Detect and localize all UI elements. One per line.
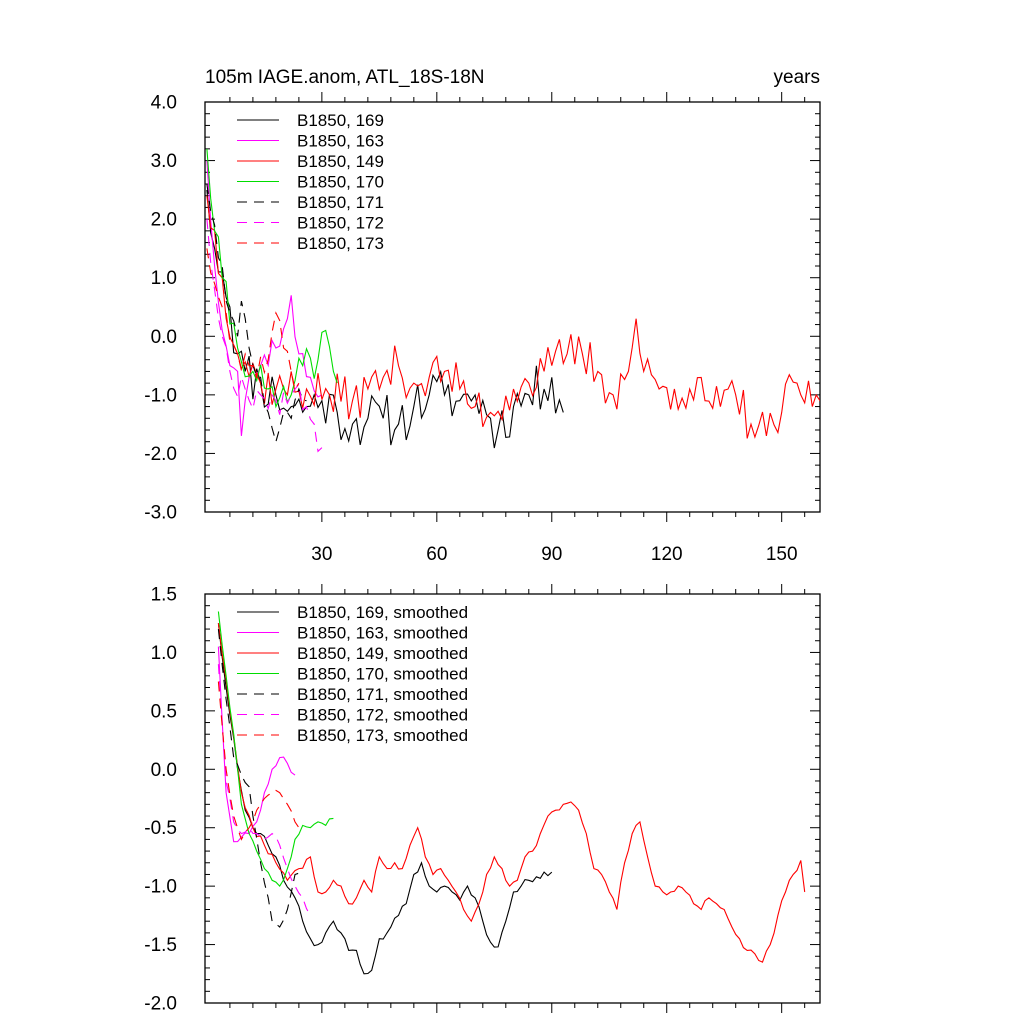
x-tick-label: 30 bbox=[311, 544, 332, 565]
y-tick-label: 3.0 bbox=[151, 151, 177, 172]
series-line-5 bbox=[217, 664, 311, 916]
series-line-6 bbox=[206, 248, 300, 392]
series-line-0 bbox=[217, 623, 553, 975]
y-tick-label: 2.0 bbox=[151, 210, 177, 231]
series-group bbox=[206, 148, 820, 453]
legend-label-2: B1850, 149 bbox=[297, 152, 384, 171]
y-tick-label: 0.0 bbox=[151, 327, 177, 348]
y-tick-label: 1.0 bbox=[151, 268, 177, 289]
series-line-4 bbox=[206, 183, 307, 444]
legend-label-0: B1850, 169 bbox=[297, 111, 384, 130]
legend-label-4: B1850, 171, smoothed bbox=[297, 685, 468, 704]
y-tick-label: 0.5 bbox=[151, 701, 177, 722]
series-line-4 bbox=[217, 629, 304, 928]
series-group bbox=[217, 611, 806, 975]
y-tick-label: 1.5 bbox=[151, 585, 177, 606]
y-tick-label: -3.0 bbox=[144, 503, 177, 524]
legend-label-1: B1850, 163 bbox=[297, 132, 384, 151]
y-tick-label: 1.0 bbox=[151, 643, 177, 664]
x-tick-label: 150 bbox=[766, 544, 798, 565]
legend-label-6: B1850, 173, smoothed bbox=[297, 726, 468, 745]
legend-label-5: B1850, 172, smoothed bbox=[297, 706, 468, 725]
top-panel: -3.0 -2.0 -1.0 0.0 1.0 2.0 3.0 4.0 30 60 90 120 150 B… bbox=[144, 92, 821, 565]
legend-label-6: B1850, 173 bbox=[297, 234, 384, 253]
bottom-panel: -2.0 -1.5 -1.0 -0.5 0.0 0.5 1.0 1.5 B1850, 169, … bbox=[144, 584, 821, 1015]
y-tick-label: -0.5 bbox=[144, 818, 177, 839]
plot-frame bbox=[204, 101, 821, 513]
legend-label-0: B1850, 169, smoothed bbox=[297, 603, 468, 622]
y-tick-label: -1.0 bbox=[144, 385, 177, 406]
series-line-0 bbox=[206, 189, 564, 449]
series-line-6 bbox=[217, 681, 300, 841]
top-chart-units: years bbox=[774, 67, 820, 88]
x-tick-label: 120 bbox=[651, 544, 683, 565]
series-line-1 bbox=[217, 646, 296, 843]
legend-label-4: B1850, 171 bbox=[297, 193, 384, 212]
top-chart-title: 105m IAGE.anom, ATL_18S-18N bbox=[205, 67, 485, 88]
legend-label-3: B1850, 170, smoothed bbox=[297, 665, 468, 684]
y-tick-label: -2.0 bbox=[144, 444, 177, 465]
legend-label-3: B1850, 170 bbox=[297, 173, 384, 192]
y-tick-label: -2.0 bbox=[144, 994, 177, 1015]
series-line-3 bbox=[217, 611, 334, 887]
y-tick-label: 4.0 bbox=[151, 93, 177, 114]
series-line-2 bbox=[217, 623, 806, 963]
y-tick-label: -1.0 bbox=[144, 877, 177, 898]
x-tick-label: 60 bbox=[426, 544, 447, 565]
series-line-5 bbox=[206, 219, 323, 453]
y-tick-label: 0.0 bbox=[151, 760, 177, 781]
x-tick-label: 90 bbox=[541, 544, 562, 565]
legend-label-2: B1850, 149, smoothed bbox=[297, 644, 468, 663]
y-tick-label: -1.5 bbox=[144, 935, 177, 956]
legend-label-1: B1850, 163, smoothed bbox=[297, 624, 468, 643]
plot-frame bbox=[204, 593, 821, 1004]
legend-label-5: B1850, 172 bbox=[297, 214, 384, 233]
series-line-2 bbox=[206, 195, 820, 439]
